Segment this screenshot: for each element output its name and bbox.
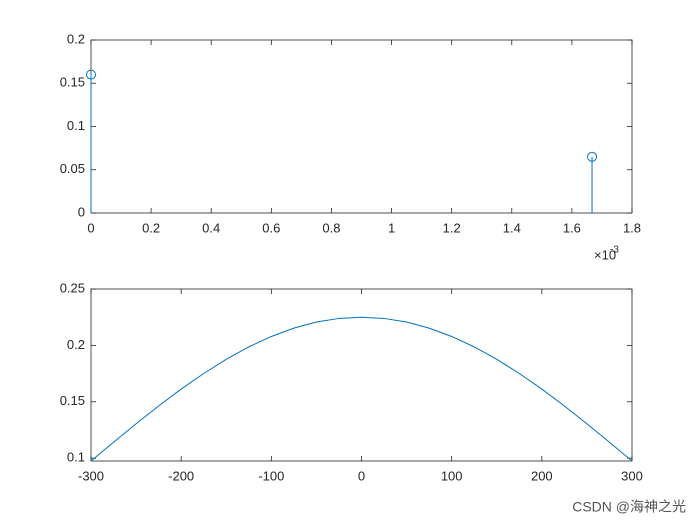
x-tick-label: 0.8 [322,220,340,235]
x-tick-label: 1 [388,220,395,235]
watermark: CSDN @海神之光 [572,499,686,515]
x-tick-label: 300 [621,468,643,483]
stem-marker [587,151,598,162]
y-tick-label: 0.1 [67,450,85,465]
x-tick-label: 0.2 [142,220,160,235]
stem-marker [86,69,96,80]
x-tick-label: 200 [531,468,553,483]
y-tick-label: 0.2 [67,31,85,46]
y-tick-label: 0.15 [60,393,85,408]
x-tick-label: 0.6 [262,220,280,235]
x-exponent-base: ×10 [594,247,616,262]
x-exponent-power: -3 [610,245,619,256]
x-tick-label: 1.6 [563,220,581,235]
y-tick-label: 0.1 [67,118,85,133]
y-tick-label: 0.15 [60,75,85,90]
y-tick-label: 0.2 [67,337,85,352]
line-series [90,316,633,462]
x-tick-label: 100 [441,468,463,483]
axes-box [90,288,633,462]
x-tick-label: 1.8 [623,220,641,235]
x-tick-label: 1.2 [443,220,461,235]
y-tick-label: 0 [78,204,85,219]
x-tick-label: 0 [87,220,94,235]
x-tick-label: -100 [258,468,284,483]
x-tick-label: 0 [358,468,365,483]
x-tick-label: 0.4 [202,220,220,235]
x-tick-label: 1.4 [503,220,521,235]
x-tick-label: -300 [78,468,104,483]
y-tick-label: 0.05 [60,161,85,176]
y-tick-label: 0.25 [60,280,85,295]
axes-box [90,39,633,214]
x-tick-label: -200 [168,468,194,483]
